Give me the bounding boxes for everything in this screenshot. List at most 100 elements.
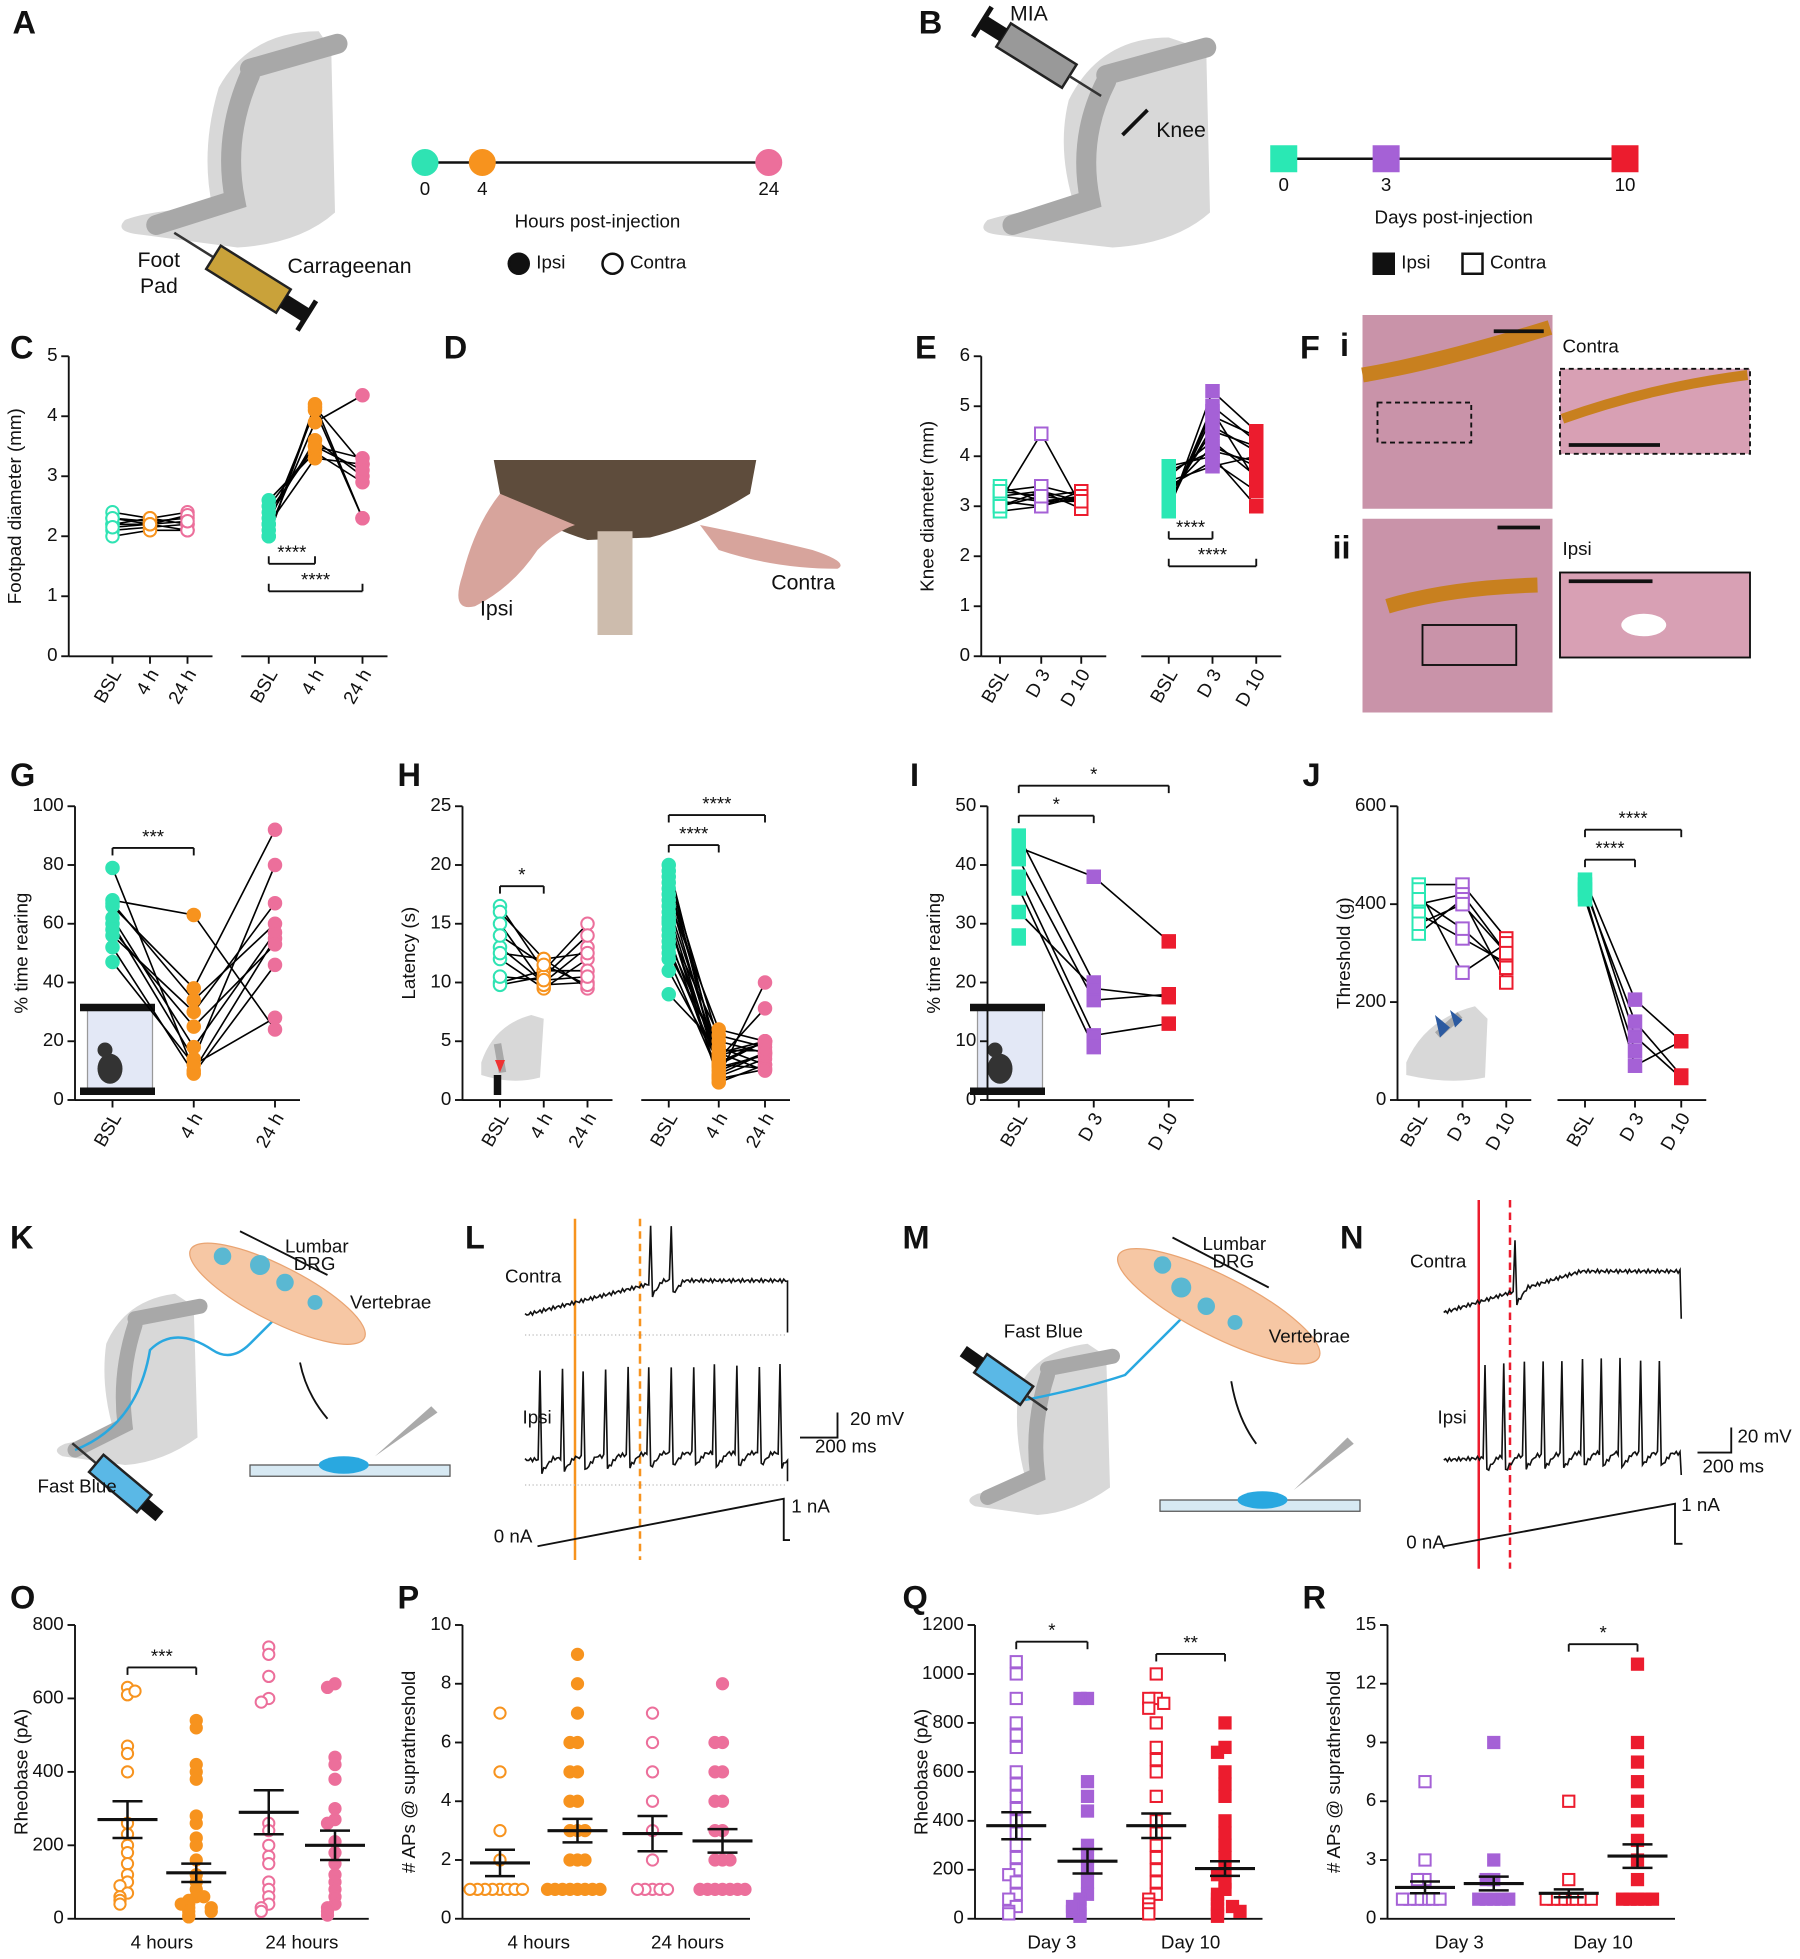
point — [180, 514, 195, 529]
point — [307, 397, 323, 412]
point — [1218, 1789, 1232, 1803]
panel-label: L — [465, 1220, 485, 1256]
point — [645, 1765, 660, 1779]
y-tick-label: 0 — [960, 644, 970, 665]
point — [1270, 145, 1298, 173]
x-tick-label: D 3 — [1021, 665, 1054, 701]
point — [1455, 965, 1470, 980]
point — [1149, 1753, 1163, 1767]
point — [1080, 1804, 1095, 1818]
point — [570, 1706, 585, 1720]
point — [120, 1746, 135, 1761]
point — [493, 1765, 507, 1779]
panel-label: P — [398, 1580, 420, 1616]
y-axis-label: % time rearing — [923, 893, 944, 1014]
y-tick-label: 40 — [955, 853, 976, 874]
y-tick-label: 0 — [441, 1088, 451, 1109]
point — [105, 520, 120, 535]
y-tick-label: 600 — [932, 1760, 963, 1781]
point — [661, 887, 676, 902]
label: Ipsi — [1563, 538, 1592, 559]
point — [189, 1721, 203, 1735]
x-tick-label: 24 h — [339, 665, 375, 707]
y-axis-label: Threshold (g) — [1333, 897, 1354, 1009]
point — [1034, 489, 1049, 504]
significance: **** — [1176, 517, 1205, 538]
panel-label: G — [10, 757, 35, 793]
label: Vertebrae — [350, 1292, 431, 1313]
point — [142, 517, 158, 532]
point — [1630, 1872, 1645, 1887]
trace — [524, 1225, 789, 1333]
x-tick-label: BSL — [1396, 1109, 1432, 1150]
panel-label: I — [910, 757, 919, 793]
point — [1011, 851, 1026, 867]
point — [1205, 409, 1220, 424]
x-tick-label: 3 — [1381, 174, 1391, 195]
histology — [1361, 315, 1751, 713]
y-tick-label: 0 — [53, 1907, 63, 1928]
significance: *** — [151, 1645, 173, 1666]
point — [1674, 1034, 1689, 1049]
x-tick-label: 4 hours — [131, 1932, 194, 1953]
point — [1562, 1872, 1576, 1887]
point — [1011, 931, 1026, 946]
label: Foot — [138, 248, 181, 272]
point — [645, 1706, 660, 1720]
pair-line — [1018, 846, 1170, 942]
point — [307, 415, 323, 430]
point — [182, 1910, 196, 1924]
point — [1479, 1872, 1493, 1887]
point — [1411, 916, 1426, 932]
point — [1499, 960, 1514, 976]
label: 1 nA — [1681, 1494, 1720, 1515]
point — [1161, 1016, 1176, 1031]
point — [1009, 1716, 1023, 1730]
panel-labels: A B C D E F G H I J K L M N O P Q R — [10, 5, 1363, 1616]
y-tick-label: 0 — [441, 1907, 451, 1928]
panel-label: J — [1303, 757, 1321, 793]
point — [267, 822, 283, 838]
y-tick-label: 3 — [960, 494, 970, 515]
significance: **** — [1198, 544, 1227, 565]
point — [1009, 1691, 1023, 1706]
x-tick-label: D 10 — [1481, 1109, 1519, 1154]
point — [120, 1857, 135, 1871]
point — [1455, 896, 1470, 912]
point — [1011, 881, 1026, 896]
pair-line — [1018, 888, 1095, 1048]
point — [320, 1816, 335, 1830]
y-tick-label: 200 — [932, 1858, 963, 1879]
point — [708, 1853, 722, 1867]
panel-label: K — [10, 1220, 34, 1256]
x-axis-label: Hours post-injection — [515, 210, 681, 231]
point — [1249, 499, 1264, 514]
point — [1630, 1657, 1645, 1671]
point — [992, 484, 1008, 499]
point — [755, 149, 783, 177]
y-tick-label: 600 — [32, 1686, 63, 1707]
x-tick-label: 4 h — [525, 1109, 556, 1142]
point — [1210, 1909, 1225, 1923]
pair-line — [1584, 899, 1636, 1052]
panel-label: A — [13, 5, 36, 41]
significance: * — [1599, 1622, 1606, 1643]
point — [757, 1043, 773, 1058]
legend-label: Ipsi — [536, 252, 565, 273]
significance: * — [518, 864, 525, 885]
y-tick-label: 2 — [441, 1848, 451, 1869]
label: i — [1340, 327, 1349, 363]
syringe — [970, 5, 1102, 98]
point — [1233, 1904, 1247, 1919]
point — [1562, 1794, 1576, 1808]
x-tick-label: BSL — [89, 665, 125, 706]
point — [1011, 828, 1026, 843]
point — [267, 1022, 283, 1037]
y-tick-label: 15 — [1355, 1613, 1376, 1634]
point — [1615, 1892, 1630, 1906]
point — [708, 1824, 722, 1838]
label: 1 nA — [791, 1495, 830, 1516]
point — [1009, 1728, 1023, 1742]
point — [1372, 145, 1400, 173]
